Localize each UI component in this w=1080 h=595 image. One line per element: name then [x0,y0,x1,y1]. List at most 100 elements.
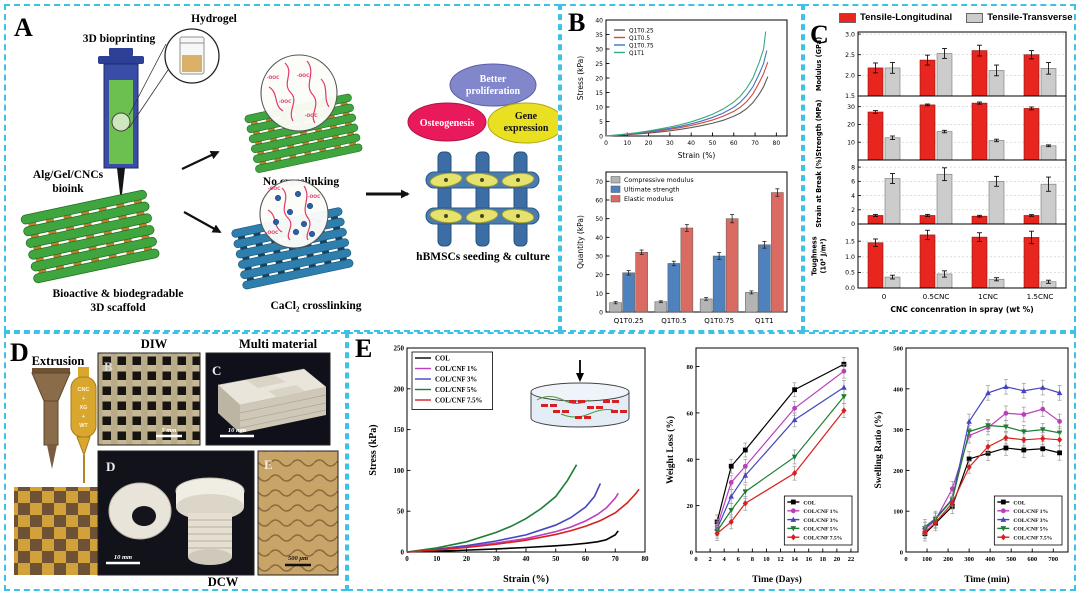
svg-text:Q1T0.25: Q1T0.25 [629,28,654,34]
svg-text:CNC: CNC [78,387,90,393]
svg-text:C: C [212,363,221,378]
svg-text:proliferation: proliferation [466,86,521,97]
svg-text:4: 4 [723,556,727,563]
svg-text:400: 400 [985,556,995,563]
photo-micrograph: E 500 μm [257,450,339,576]
svg-text:80: 80 [642,555,650,563]
extrusion-label: Extrusion [32,354,85,368]
scaffold-label: Bioactive & biodegradable [53,288,184,300]
panel-b: B 0 10 20 30 40 50 60 70 80 0 5 10 15 20 25 30 35 40 Strai… [560,4,803,332]
cacl2-label: CaCl₂ crosslinking [270,300,361,312]
svg-text:10: 10 [763,556,770,563]
svg-text:300: 300 [893,427,903,434]
photo-diw-lattice: B 5 mm [97,352,201,446]
svg-text:40: 40 [595,18,603,25]
svg-text:COL/CNF 5%: COL/CNF 5% [435,387,477,394]
panel-e: E 0 10 20 30 40 50 60 70 80 0 50 100 150 200 250 Strain… [347,332,1076,591]
dcw-label: DCW [208,575,239,589]
svg-text:8: 8 [751,556,755,563]
svg-text:20: 20 [834,556,841,563]
svg-text:6: 6 [737,556,741,563]
svg-text:20: 20 [687,503,694,510]
bioprinter-syringe-icon [98,48,144,219]
svg-text:0: 0 [599,310,603,317]
svg-text:10: 10 [847,139,855,146]
svg-text:0.0: 0.0 [845,285,855,292]
tensile-properties-charts: 1.5 2.0 2.5 3.0 Modulus (GPa) 10 20 30 Strength … [808,28,1074,333]
svg-text:40: 40 [595,235,603,242]
legend-item: Tensile-Transverse [966,12,1073,23]
svg-text:60: 60 [595,198,603,205]
svg-text:COL/CNF 3%: COL/CNF 3% [435,376,477,383]
svg-text:COL/CNF 3%: COL/CNF 3% [1013,518,1048,524]
svg-text:8: 8 [851,164,855,171]
svg-text:1CNC: 1CNC [978,292,998,301]
svg-text:COL/CNF 7.5%: COL/CNF 7.5% [435,397,483,404]
svg-text:-OOC: -OOC [305,113,319,119]
svg-text:35: 35 [595,32,603,39]
svg-text:+: + [82,414,85,420]
svg-text:Stress (kPa): Stress (kPa) [576,56,585,100]
svg-text:COL/CNF 1%: COL/CNF 1% [803,509,838,515]
svg-text:2: 2 [851,207,855,214]
svg-text:400: 400 [893,386,903,393]
svg-text:40: 40 [523,555,531,563]
panel-a-letter: A [14,13,33,42]
svg-text:Weight Loss (%): Weight Loss (%) [665,416,676,484]
panel-e-letter: E [355,334,373,363]
svg-text:0: 0 [900,550,903,557]
svg-text:Quantity (kPa): Quantity (kPa) [576,215,585,269]
svg-text:0: 0 [882,292,887,301]
svg-text:-OOC: -OOC [308,194,322,200]
svg-text:10 mm: 10 mm [114,554,132,561]
svg-text:Time (Days): Time (Days) [752,574,802,585]
panel-a-illustration: A 3D bioprinting Hydrogel Alg/Gel/CNCs b… [14,13,565,314]
svg-text:-OOC: -OOC [297,73,311,79]
panel-c-letter: C [810,20,829,49]
svg-text:2.5: 2.5 [845,52,855,59]
scaffold-label: 3D scaffold [90,302,146,314]
svg-text:80: 80 [687,364,694,371]
svg-text:1.5: 1.5 [845,93,855,100]
stress-strain-chart-e: 0 10 20 30 40 50 60 70 80 0 50 100 150 200 250 Strain (… [365,342,655,591]
svg-text:22: 22 [848,556,855,563]
svg-text:Q1T0.75: Q1T0.75 [629,43,654,49]
svg-text:30: 30 [595,47,603,54]
svg-text:50: 50 [595,216,603,223]
svg-text:70: 70 [612,555,620,563]
bioprinting-label: 3D bioprinting [83,33,156,45]
svg-text:60: 60 [582,555,590,563]
svg-text:Compressive modulus: Compressive modulus [624,177,694,184]
svg-text:(10⁵ J/m³): (10⁵ J/m³) [820,238,828,273]
svg-text:50: 50 [397,508,405,516]
svg-text:Strain (%): Strain (%) [503,574,549,585]
arrow-to-cacl2 [183,211,222,233]
mechanical-properties-bar-chart: 0 10 20 30 40 50 60 70 Quantity (kPa) Q1T0.25 Q1T0… [574,166,799,333]
svg-text:5: 5 [599,119,603,126]
svg-text:50: 50 [552,555,560,563]
svg-text:Q1T1: Q1T1 [629,51,645,57]
svg-text:-OOC: -OOC [267,75,281,81]
svg-text:60: 60 [687,410,694,417]
printed-checkerboard-icon [14,487,98,575]
arrow-to-no-crosslinking [181,151,220,170]
svg-text:2: 2 [708,556,711,563]
svg-text:70: 70 [751,140,759,147]
svg-text:250: 250 [394,345,405,353]
green-scaffold-icon [20,189,160,284]
osteogenesis-badge [407,102,487,142]
extruder-syringe-icon [31,368,71,469]
svg-text:Q1T1: Q1T1 [755,317,774,325]
svg-text:-OOC: -OOC [279,99,293,105]
ink-syringe-icon: CNC + XG + WT [70,367,97,483]
svg-text:COL/CNF 3%: COL/CNF 3% [803,518,838,524]
svg-text:expression: expression [504,123,549,134]
panel-b-letter: B [568,8,586,37]
cacl2-zoom-circle: -OOC -OOC -OOC [259,179,329,249]
svg-text:0: 0 [851,221,855,228]
svg-text:500: 500 [893,346,903,353]
svg-text:10: 10 [595,291,603,298]
svg-text:0: 0 [904,556,907,563]
svg-text:4: 4 [851,193,855,200]
degradation-inset-icon [530,360,630,428]
